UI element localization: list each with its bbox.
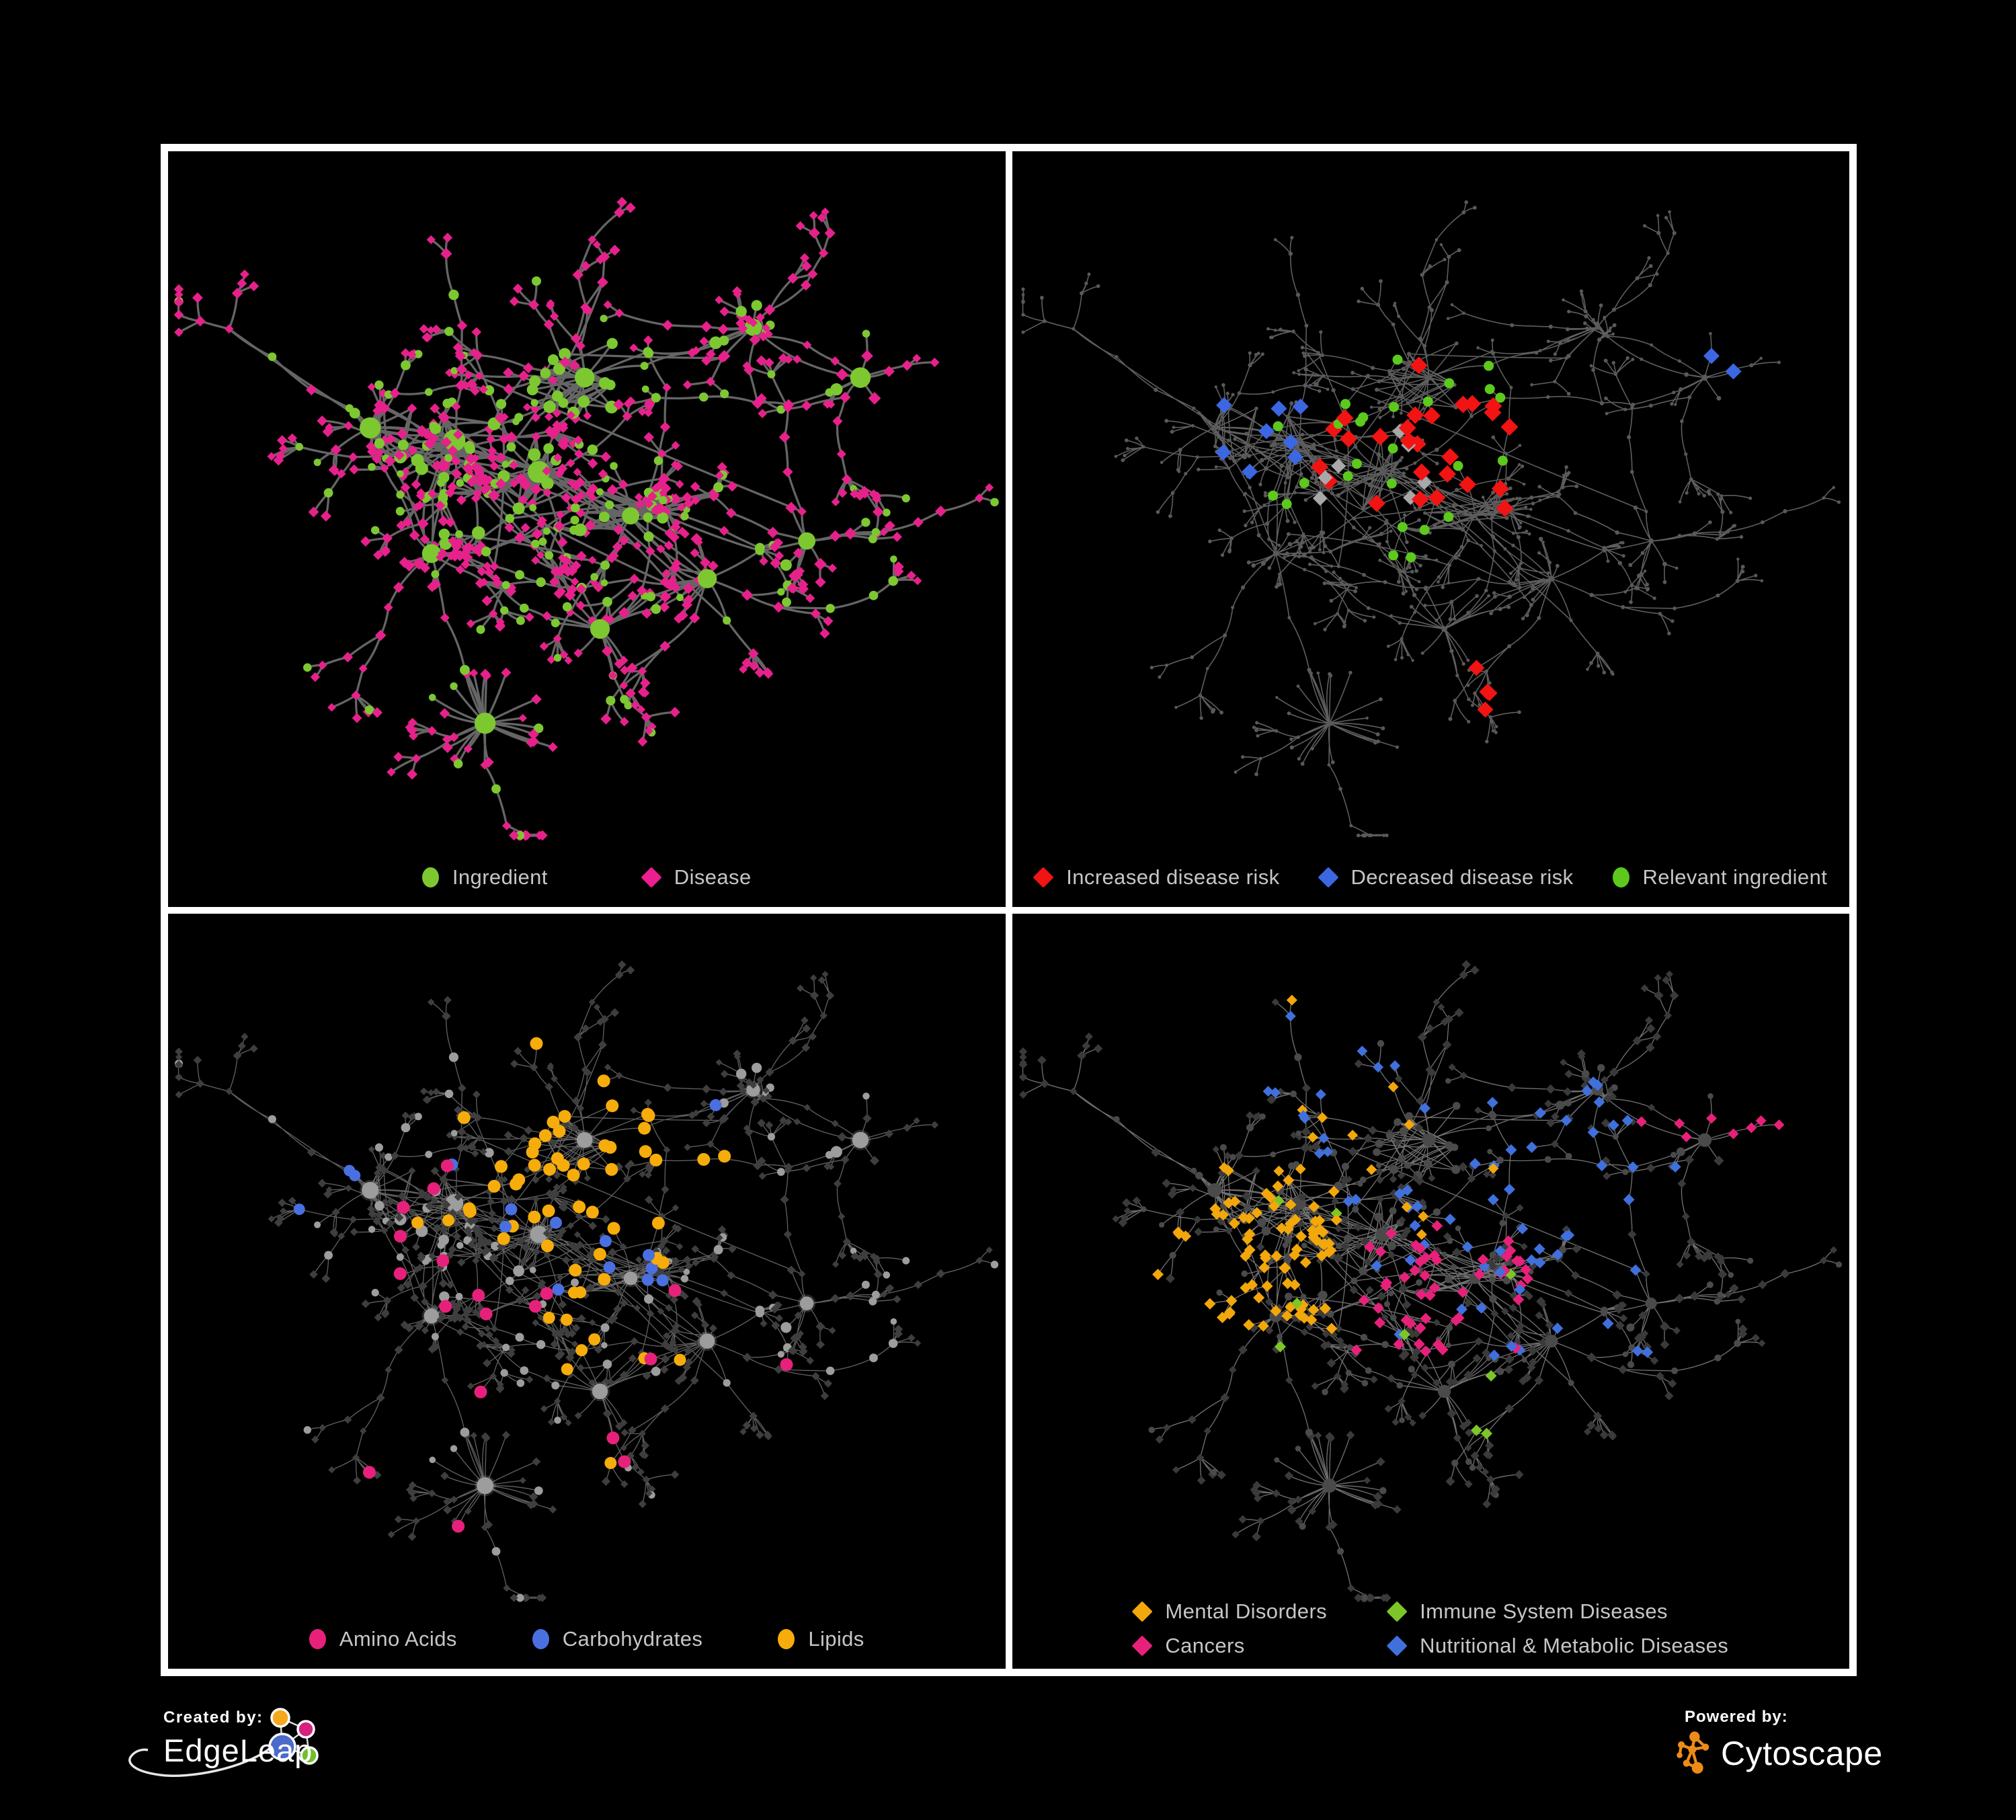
legend-label: Ingredient xyxy=(452,865,548,889)
diamond-marker xyxy=(1386,1635,1408,1657)
edgeleap-node-pink xyxy=(296,1720,315,1739)
circle-marker xyxy=(778,1629,795,1649)
diamond-marker xyxy=(1131,1635,1153,1657)
edgeleap-credit: Created by: EdgeLeap xyxy=(163,1708,313,1769)
cytoscape-logo-icon xyxy=(1677,1731,1709,1774)
edgeleap-node-green xyxy=(300,1746,319,1765)
legend-label: Increased disease risk xyxy=(1066,865,1280,889)
legend-ingredient-disease: Ingredient Disease xyxy=(168,865,1006,889)
circle-marker xyxy=(309,1629,326,1649)
legend-item-immune-system-diseases: Immune System Diseases xyxy=(1386,1599,1728,1624)
created-by-label: Created by: xyxy=(163,1708,264,1727)
cytoscape-credit: Powered by: Cytoscape xyxy=(1674,1708,1883,1778)
edgeleap-brand-text: EdgeLeap xyxy=(163,1733,313,1768)
circle-marker xyxy=(532,1629,549,1649)
legend-item-mental-disorders: Mental Disorders xyxy=(1131,1599,1328,1624)
powered-by-label: Powered by: xyxy=(1685,1708,1788,1726)
edgeleap-node-blue xyxy=(268,1733,296,1761)
network-graph-ingredient-disease xyxy=(173,196,999,841)
legend-item-disease: Disease xyxy=(641,865,752,889)
legend-item-amino-acids: Amino Acids xyxy=(309,1627,457,1651)
diamond-marker xyxy=(1033,866,1054,888)
diamond-marker xyxy=(1386,1601,1408,1622)
legend-label: Lipids xyxy=(808,1627,864,1651)
legend-item-cancers: Cancers xyxy=(1131,1634,1327,1658)
edgeleap-node-orange xyxy=(270,1708,290,1728)
legend-disease-categories: Mental Disorders Immune System Diseases Ca… xyxy=(1131,1599,1729,1658)
legend-label: Cancers xyxy=(1165,1634,1245,1657)
cytoscape-brand-text: Cytoscape xyxy=(1721,1735,1883,1772)
panel-ingredient-disease: Ingredient Disease xyxy=(168,151,1006,907)
legend-label: Immune System Diseases xyxy=(1420,1599,1668,1623)
network-graph-nutrient-classes xyxy=(174,959,999,1602)
legend-item-nutritional-metabolic-diseases: Nutritional & Metabolic Diseases xyxy=(1386,1634,1729,1658)
edgeleap-logo-icon xyxy=(128,1708,319,1777)
diamond-marker xyxy=(641,866,662,888)
panel-disease-categories: Mental Disorders Immune System Diseases Ca… xyxy=(1012,913,1849,1669)
legend-item-relevant-ingredient: Relevant ingredient xyxy=(1612,865,1828,889)
legend-label: Nutritional & Metabolic Diseases xyxy=(1420,1634,1729,1657)
panel-disease-risk: Increased disease risk Decreased disease … xyxy=(1012,151,1850,907)
legend-label: Relevant ingredient xyxy=(1642,865,1828,889)
legend-disease-risk: Increased disease risk Decreased disease … xyxy=(1012,865,1850,889)
legend-item-increased-disease-risk: Increased disease risk xyxy=(1033,865,1280,889)
network-graph-disease-categories xyxy=(1018,959,1842,1603)
circle-marker xyxy=(1612,867,1629,887)
figure-frame: Ingredient Disease Increased disease risk… xyxy=(161,144,1857,1676)
legend-label: Amino Acids xyxy=(339,1627,457,1651)
legend-item-decreased-disease-risk: Decreased disease risk xyxy=(1317,865,1574,889)
diamond-marker xyxy=(1317,866,1339,888)
legend-label: Decreased disease risk xyxy=(1350,865,1574,889)
legend-label: Disease xyxy=(674,865,752,889)
circle-marker xyxy=(421,867,439,887)
network-graph-disease-risk xyxy=(1020,200,1841,838)
legend-item-lipids: Lipids xyxy=(778,1627,864,1651)
diamond-marker xyxy=(1131,1601,1153,1622)
legend-item-ingredient: Ingredient xyxy=(421,865,548,889)
legend-item-carbohydrates: Carbohydrates xyxy=(532,1627,703,1651)
legend-label: Carbohydrates xyxy=(562,1627,703,1651)
legend-label: Mental Disorders xyxy=(1165,1599,1328,1623)
panel-nutrient-classes: Amino Acids Carbohydrates Lipids xyxy=(168,913,1006,1669)
legend-nutrient-classes: Amino Acids Carbohydrates Lipids xyxy=(168,1627,1006,1651)
